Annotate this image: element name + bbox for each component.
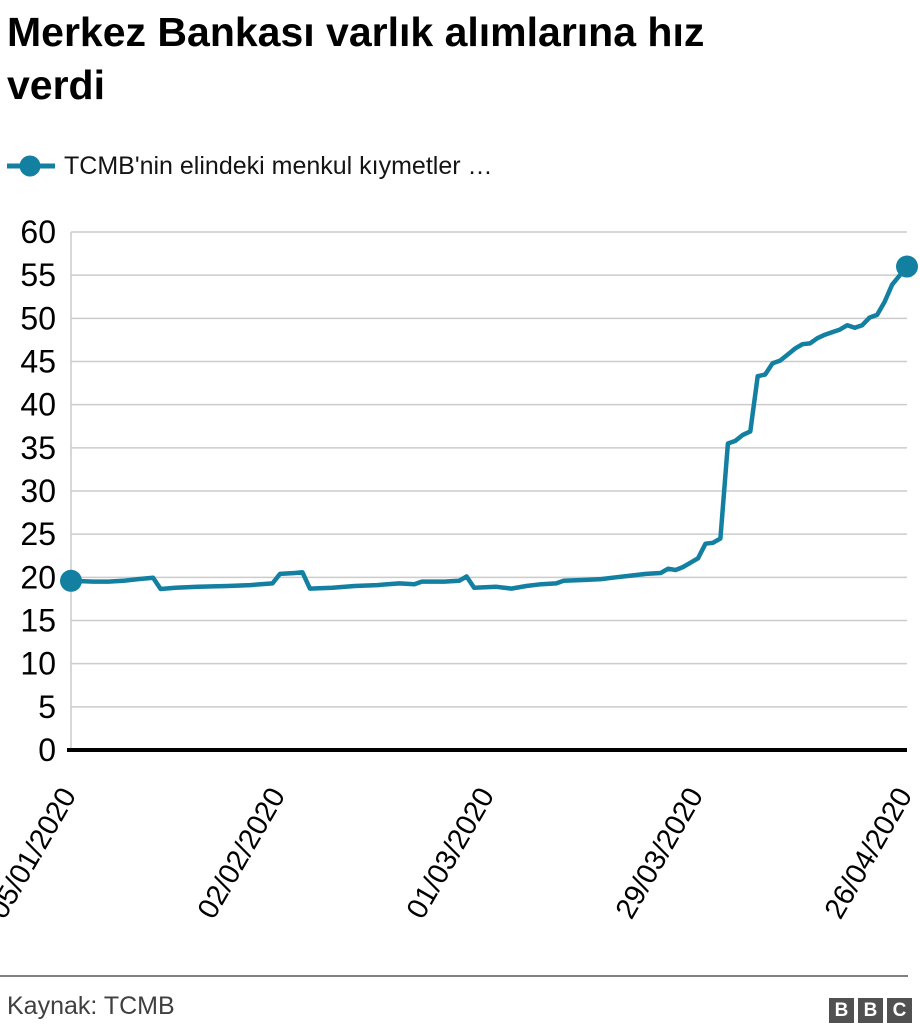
series-line bbox=[60, 255, 918, 592]
y-tick-label: 25 bbox=[20, 516, 56, 552]
source-label: Kaynak: TCMB bbox=[7, 992, 175, 1020]
x-tick-label: 26/04/2020 bbox=[819, 783, 919, 925]
bbc-logo: B B C bbox=[829, 998, 912, 1023]
y-tick-label: 40 bbox=[20, 387, 56, 423]
y-tick-label: 60 bbox=[20, 214, 56, 250]
line-chart-svg: 0 5 10 15 20 25 30 35 40 45 50 55 60 05/01/2020 02/02… bbox=[0, 214, 919, 925]
x-tick-label: 01/03/2020 bbox=[401, 783, 501, 925]
x-tick-label: 02/02/2020 bbox=[192, 783, 292, 925]
series-start-point bbox=[60, 569, 82, 592]
page-title: Merkez Bankası varlık alımlarına hız ver… bbox=[7, 9, 705, 108]
bbc-logo-letter: C bbox=[887, 998, 912, 1023]
y-axis-labels: 0 5 10 15 20 25 30 35 40 45 50 55 60 bbox=[20, 214, 56, 768]
line-series-marker-icon bbox=[7, 155, 55, 177]
y-tick-label: 35 bbox=[20, 430, 56, 466]
gridlines bbox=[70, 231, 907, 750]
x-axis-labels: 05/01/2020 02/02/2020 01/03/2020 29/03/2020… bbox=[0, 783, 919, 925]
y-tick-label: 15 bbox=[20, 603, 56, 639]
legend-label: TCMB'nin elindeki menkul kıymetler … bbox=[64, 151, 493, 180]
bbc-logo-letter: B bbox=[858, 998, 883, 1023]
footer-divider bbox=[0, 975, 908, 977]
bbc-logo-letter: B bbox=[829, 998, 854, 1023]
y-tick-label: 50 bbox=[20, 300, 56, 336]
y-tick-label: 10 bbox=[20, 646, 56, 682]
y-tick-label: 55 bbox=[20, 257, 56, 293]
y-tick-label: 45 bbox=[20, 344, 56, 380]
series-end-point bbox=[896, 255, 918, 278]
legend: TCMB'nin elindeki menkul kıymetler … bbox=[7, 149, 493, 183]
y-tick-label: 30 bbox=[20, 473, 56, 509]
y-tick-label: 0 bbox=[38, 732, 56, 768]
x-tick-label: 05/01/2020 bbox=[0, 783, 83, 925]
x-tick-label: 29/03/2020 bbox=[610, 783, 710, 925]
y-tick-label: 5 bbox=[38, 689, 56, 725]
y-tick-label: 20 bbox=[20, 559, 56, 595]
line-chart: 0 5 10 15 20 25 30 35 40 45 50 55 60 05/01/2020 02/02… bbox=[0, 210, 920, 968]
series-path bbox=[68, 264, 910, 592]
